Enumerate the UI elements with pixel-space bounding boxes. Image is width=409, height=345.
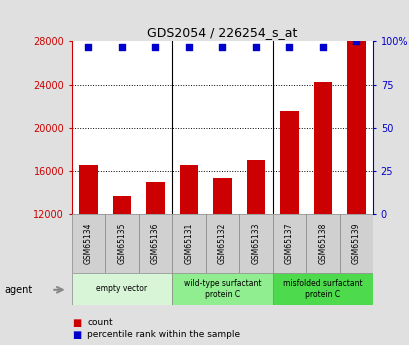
- Point: [319, 44, 325, 49]
- Point: [252, 44, 258, 49]
- Point: [152, 44, 158, 49]
- Bar: [105, 214, 138, 273]
- Text: GSM65138: GSM65138: [318, 223, 326, 264]
- Bar: [272, 273, 372, 305]
- Bar: [179, 165, 198, 214]
- Bar: [246, 160, 265, 214]
- Point: [352, 39, 359, 44]
- Point: [119, 44, 125, 49]
- Bar: [313, 82, 331, 214]
- Text: ■: ■: [72, 318, 81, 327]
- Text: agent: agent: [4, 285, 32, 295]
- Text: GSM65133: GSM65133: [251, 223, 260, 264]
- Title: GDS2054 / 226254_s_at: GDS2054 / 226254_s_at: [147, 26, 297, 39]
- Text: ■: ■: [72, 330, 81, 339]
- Bar: [213, 178, 231, 214]
- Bar: [346, 41, 365, 214]
- Bar: [279, 111, 298, 214]
- Bar: [238, 214, 272, 273]
- Text: percentile rank within the sample: percentile rank within the sample: [87, 330, 240, 339]
- Text: count: count: [87, 318, 113, 327]
- Text: GSM65137: GSM65137: [284, 223, 293, 264]
- Text: GSM65135: GSM65135: [117, 223, 126, 264]
- Point: [85, 44, 92, 49]
- Text: GSM65136: GSM65136: [151, 223, 160, 264]
- Bar: [306, 214, 339, 273]
- Point: [218, 44, 225, 49]
- Bar: [272, 214, 306, 273]
- Text: wild-type surfactant
protein C: wild-type surfactant protein C: [183, 279, 261, 299]
- Bar: [72, 214, 105, 273]
- Bar: [146, 181, 164, 214]
- Bar: [205, 214, 238, 273]
- Bar: [72, 273, 172, 305]
- Bar: [339, 214, 372, 273]
- Text: GSM65131: GSM65131: [184, 223, 193, 264]
- Text: misfolded surfactant
protein C: misfolded surfactant protein C: [282, 279, 362, 299]
- Bar: [172, 273, 272, 305]
- Bar: [172, 214, 205, 273]
- Text: GSM65134: GSM65134: [84, 223, 93, 264]
- Text: GSM65132: GSM65132: [218, 223, 226, 264]
- Bar: [112, 196, 131, 214]
- Text: empty vector: empty vector: [96, 284, 147, 294]
- Text: GSM65139: GSM65139: [351, 223, 360, 264]
- Point: [185, 44, 192, 49]
- Bar: [138, 214, 172, 273]
- Bar: [79, 165, 97, 214]
- Point: [285, 44, 292, 49]
